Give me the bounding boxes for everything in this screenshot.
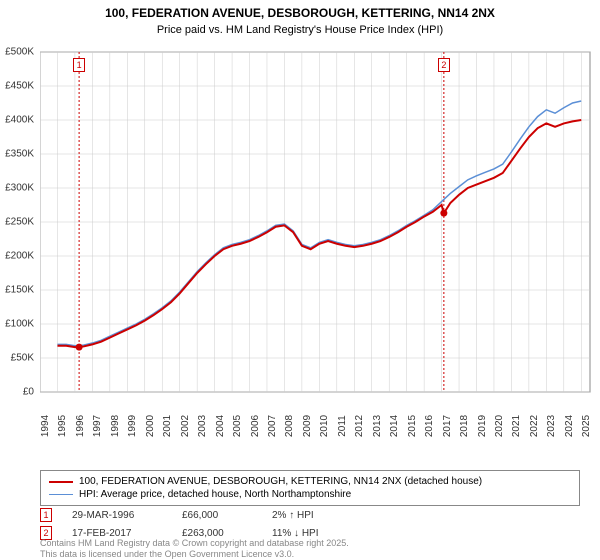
x-tick-label: 2011: [337, 415, 348, 437]
y-tick-label: £200K: [5, 250, 34, 261]
legend-label-hpi: HPI: Average price, detached house, Nort…: [79, 489, 351, 500]
y-tick-label: £350K: [5, 148, 34, 159]
sales-price-2: £263,000: [182, 528, 252, 539]
sales-marker-1: 1: [40, 508, 52, 522]
x-tick-label: 2015: [407, 414, 418, 436]
x-tick-label: 2008: [284, 414, 295, 436]
x-tick-label: 2020: [494, 414, 505, 436]
y-tick-label: £100K: [5, 318, 34, 329]
y-tick-label: £400K: [5, 114, 34, 125]
x-tick-label: 1998: [110, 414, 121, 436]
x-tick-label: 2007: [267, 414, 278, 436]
x-tick-label: 2002: [180, 414, 191, 436]
chart-area: £0£50K£100K£150K£200K£250K£300K£350K£400…: [40, 42, 600, 422]
sales-price-1: £66,000: [182, 510, 252, 521]
x-tick-label: 2024: [564, 414, 575, 436]
legend-row-hpi: HPI: Average price, detached house, Nort…: [49, 488, 571, 501]
x-tick-label: 2009: [302, 414, 313, 436]
x-tick-label: 2005: [232, 414, 243, 436]
x-tick-label: 2012: [354, 414, 365, 436]
x-tick-label: 1999: [127, 414, 138, 436]
footer: Contains HM Land Registry data © Crown c…: [40, 538, 349, 560]
x-tick-label: 2006: [250, 414, 261, 436]
chart-plot: [40, 42, 600, 422]
x-tick-label: 2014: [389, 414, 400, 436]
sales-date-2: 17-FEB-2017: [72, 528, 162, 539]
sales-row-1: 1 29-MAR-1996 £66,000 2% ↑ HPI: [40, 506, 319, 524]
x-tick-label: 2019: [477, 414, 488, 436]
x-tick-label: 1997: [92, 414, 103, 436]
x-tick-label: 2003: [197, 414, 208, 436]
chart-title-line1: 100, FEDERATION AVENUE, DESBOROUGH, KETT…: [0, 0, 600, 24]
legend-swatch-price-paid: [49, 481, 73, 483]
legend-box: 100, FEDERATION AVENUE, DESBOROUGH, KETT…: [40, 470, 580, 506]
chart-marker-2: 2: [438, 58, 450, 72]
y-tick-label: £500K: [5, 46, 34, 57]
x-tick-label: 2025: [581, 414, 592, 436]
sales-table: 1 29-MAR-1996 £66,000 2% ↑ HPI 2 17-FEB-…: [40, 506, 319, 542]
x-tick-label: 2021: [511, 414, 522, 436]
x-tick-label: 2010: [319, 414, 330, 436]
x-tick-label: 2018: [459, 414, 470, 436]
chart-title-line2: Price paid vs. HM Land Registry's House …: [0, 24, 600, 42]
legend-swatch-hpi: [49, 494, 73, 496]
y-tick-label: £50K: [11, 352, 34, 363]
x-tick-label: 2013: [372, 414, 383, 436]
chart-marker-1: 1: [73, 58, 85, 72]
x-tick-label: 1995: [57, 414, 68, 436]
sales-date-1: 29-MAR-1996: [72, 510, 162, 521]
y-tick-label: £150K: [5, 284, 34, 295]
y-tick-label: £300K: [5, 182, 34, 193]
x-tick-label: 2001: [162, 414, 173, 436]
x-tick-label: 1994: [40, 414, 51, 436]
footer-line1: Contains HM Land Registry data © Crown c…: [40, 538, 349, 549]
footer-line2: This data is licensed under the Open Gov…: [40, 549, 349, 560]
y-tick-label: £0: [23, 386, 34, 397]
x-tick-label: 2023: [546, 414, 557, 436]
x-tick-label: 2004: [215, 414, 226, 436]
x-tick-label: 2016: [424, 414, 435, 436]
x-tick-label: 1996: [75, 414, 86, 436]
sales-delta-1: 2% ↑ HPI: [272, 510, 314, 521]
x-tick-label: 2000: [145, 414, 156, 436]
x-tick-label: 2022: [529, 414, 540, 436]
x-tick-label: 2017: [442, 414, 453, 436]
y-tick-label: £250K: [5, 216, 34, 227]
legend-label-price-paid: 100, FEDERATION AVENUE, DESBOROUGH, KETT…: [79, 476, 482, 487]
sales-delta-2: 11% ↓ HPI: [272, 528, 319, 539]
legend-row-price-paid: 100, FEDERATION AVENUE, DESBOROUGH, KETT…: [49, 475, 571, 488]
y-tick-label: £450K: [5, 80, 34, 91]
